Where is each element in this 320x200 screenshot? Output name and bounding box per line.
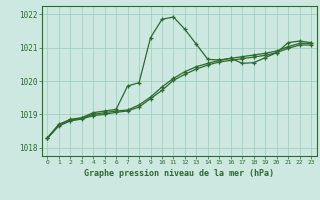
X-axis label: Graphe pression niveau de la mer (hPa): Graphe pression niveau de la mer (hPa): [84, 169, 274, 178]
